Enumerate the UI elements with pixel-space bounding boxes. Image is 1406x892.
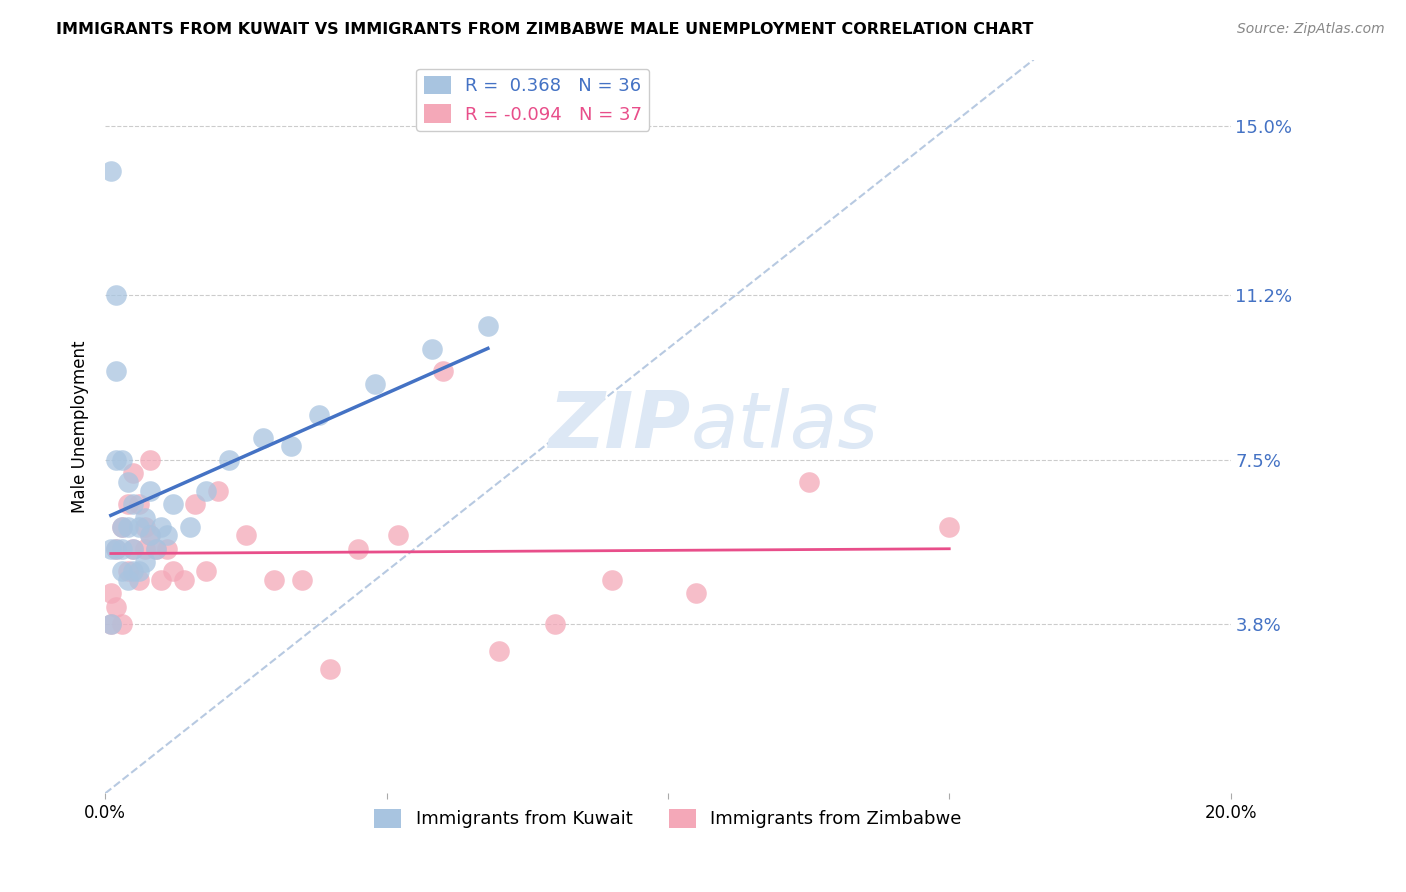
- Point: [308, 409, 330, 423]
- Point: [420, 342, 443, 356]
- Point: [111, 453, 134, 467]
- Point: [488, 644, 510, 658]
- Point: [117, 519, 139, 533]
- Point: [156, 541, 179, 556]
- Text: IMMIGRANTS FROM KUWAIT VS IMMIGRANTS FROM ZIMBABWE MALE UNEMPLOYMENT CORRELATION: IMMIGRANTS FROM KUWAIT VS IMMIGRANTS FRO…: [56, 22, 1033, 37]
- Point: [218, 453, 240, 467]
- Point: [319, 662, 342, 676]
- Point: [122, 564, 145, 578]
- Point: [122, 497, 145, 511]
- Point: [134, 555, 156, 569]
- Point: [111, 617, 134, 632]
- Point: [100, 586, 122, 600]
- Point: [105, 364, 128, 378]
- Point: [100, 617, 122, 632]
- Point: [600, 573, 623, 587]
- Point: [100, 163, 122, 178]
- Point: [347, 541, 370, 556]
- Point: [111, 564, 134, 578]
- Point: [128, 573, 150, 587]
- Point: [280, 440, 302, 454]
- Point: [145, 541, 167, 556]
- Point: [162, 564, 184, 578]
- Point: [150, 573, 173, 587]
- Point: [117, 475, 139, 489]
- Point: [122, 541, 145, 556]
- Point: [291, 573, 314, 587]
- Point: [179, 519, 201, 533]
- Point: [134, 510, 156, 524]
- Point: [195, 564, 218, 578]
- Point: [128, 497, 150, 511]
- Point: [111, 541, 134, 556]
- Point: [105, 288, 128, 302]
- Point: [117, 564, 139, 578]
- Point: [139, 528, 162, 542]
- Point: [797, 475, 820, 489]
- Point: [117, 573, 139, 587]
- Point: [128, 519, 150, 533]
- Point: [173, 573, 195, 587]
- Point: [128, 564, 150, 578]
- Point: [100, 541, 122, 556]
- Point: [139, 453, 162, 467]
- Point: [184, 497, 207, 511]
- Point: [235, 528, 257, 542]
- Point: [139, 528, 162, 542]
- Point: [477, 319, 499, 334]
- Point: [195, 483, 218, 498]
- Legend: Immigrants from Kuwait, Immigrants from Zimbabwe: Immigrants from Kuwait, Immigrants from …: [367, 802, 969, 836]
- Text: atlas: atlas: [690, 389, 879, 465]
- Point: [162, 497, 184, 511]
- Point: [122, 466, 145, 480]
- Point: [105, 453, 128, 467]
- Point: [685, 586, 707, 600]
- Point: [105, 599, 128, 614]
- Point: [105, 541, 128, 556]
- Point: [387, 528, 409, 542]
- Point: [134, 519, 156, 533]
- Text: ZIP: ZIP: [548, 389, 690, 465]
- Point: [207, 483, 229, 498]
- Point: [105, 541, 128, 556]
- Point: [134, 541, 156, 556]
- Point: [100, 617, 122, 632]
- Point: [145, 541, 167, 556]
- Text: Source: ZipAtlas.com: Source: ZipAtlas.com: [1237, 22, 1385, 37]
- Point: [252, 431, 274, 445]
- Point: [122, 541, 145, 556]
- Point: [364, 377, 387, 392]
- Point: [150, 519, 173, 533]
- Point: [111, 519, 134, 533]
- Point: [111, 519, 134, 533]
- Point: [263, 573, 285, 587]
- Point: [117, 497, 139, 511]
- Point: [156, 528, 179, 542]
- Y-axis label: Male Unemployment: Male Unemployment: [72, 340, 89, 513]
- Point: [938, 519, 960, 533]
- Point: [139, 483, 162, 498]
- Point: [544, 617, 567, 632]
- Point: [432, 364, 454, 378]
